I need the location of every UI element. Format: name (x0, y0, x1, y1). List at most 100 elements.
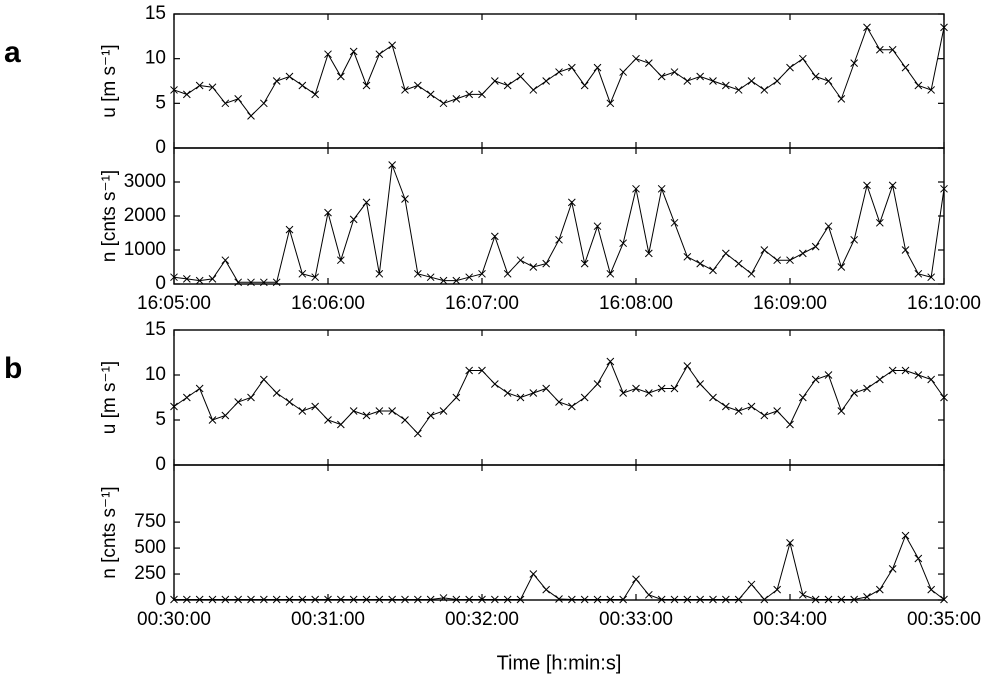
data-point (555, 235, 563, 244)
data-point (760, 86, 769, 94)
data-point (195, 384, 204, 393)
y-tick-label: 250 (134, 563, 166, 584)
data-point (632, 184, 640, 193)
data-point (349, 215, 358, 224)
data-point (272, 389, 281, 397)
data-point (644, 59, 653, 67)
data-point (632, 575, 640, 584)
y-axis-label: u [m s⁻¹] (99, 361, 120, 434)
data-point (747, 402, 756, 411)
data-point (734, 86, 743, 94)
data-point (619, 68, 628, 76)
x-tick-label: 00:34:00 (753, 609, 827, 630)
x-axis-label: Time [h:min:s] (497, 652, 622, 674)
data-point (901, 63, 910, 72)
data-point (221, 411, 230, 420)
data-point (721, 81, 730, 90)
data-point (863, 384, 871, 393)
data-point (914, 269, 923, 278)
data-point (914, 81, 923, 90)
data-point (786, 420, 794, 429)
x-tick-label: 16:05:00 (137, 293, 211, 314)
data-point (901, 246, 910, 254)
data-point (182, 393, 191, 402)
data-point (234, 398, 243, 406)
data-point (632, 384, 640, 393)
data-point (709, 393, 717, 402)
data-point (696, 72, 705, 81)
panel-label: a (4, 36, 21, 69)
data-point (619, 389, 628, 397)
data-point (837, 95, 846, 103)
data-point (555, 398, 563, 406)
data-point (388, 407, 397, 415)
data-point (324, 50, 332, 59)
data-point (657, 72, 666, 81)
data-point (747, 77, 756, 85)
data-point (439, 407, 448, 415)
data-point (593, 222, 602, 231)
data-point (503, 389, 512, 397)
data-point (478, 269, 486, 278)
data-point (285, 72, 294, 81)
data-point (927, 375, 936, 384)
data-point (914, 371, 923, 379)
series-line (173, 360, 945, 435)
data-point (452, 95, 461, 103)
data-point (721, 402, 730, 411)
data-point (375, 50, 384, 59)
data-point (195, 276, 204, 285)
data-point (298, 407, 307, 415)
data-point (426, 273, 435, 282)
data-point (401, 416, 409, 424)
data-point (863, 593, 871, 601)
data-point (555, 595, 563, 603)
y-tick-label: 500 (134, 537, 166, 558)
data-point (811, 375, 820, 384)
data-point (529, 263, 538, 271)
data-point (786, 63, 794, 72)
data-point (901, 531, 910, 540)
data-point (798, 393, 807, 402)
data-point (285, 225, 294, 234)
x-tick-label: 00:32:00 (445, 609, 519, 630)
data-point (542, 585, 551, 594)
series-line (174, 534, 945, 601)
data-point (811, 72, 820, 81)
data-point (234, 95, 243, 103)
data-point (580, 393, 589, 402)
data-point (606, 357, 615, 366)
y-tick-label: 10 (145, 48, 166, 69)
data-point (413, 81, 422, 90)
data-point (542, 77, 551, 85)
data-point (824, 77, 833, 85)
data-point (388, 41, 397, 50)
data-point (760, 246, 769, 254)
data-point (683, 362, 692, 370)
data-point (747, 269, 756, 278)
y-axis-label: u [m s⁻¹] (99, 44, 120, 117)
data-point (529, 570, 538, 578)
data-point (798, 249, 807, 258)
data-point (490, 232, 499, 241)
data-point (644, 590, 653, 599)
data-point (529, 389, 538, 397)
data-point (773, 407, 782, 415)
data-point (580, 259, 589, 268)
data-point (375, 269, 384, 278)
data-point (478, 366, 486, 375)
data-point (324, 416, 332, 424)
data-point (773, 585, 782, 594)
data-point (208, 83, 217, 92)
data-point (426, 90, 435, 99)
data-point (311, 402, 320, 411)
data-point (811, 242, 820, 251)
data-point (388, 161, 397, 169)
data-point (798, 54, 807, 63)
plot-frame (173, 329, 945, 466)
plot-frame (173, 147, 945, 285)
y-tick-label: 3000 (124, 171, 166, 192)
x-tick-label: 00:30:00 (137, 609, 211, 630)
y-tick-label: 750 (134, 511, 166, 532)
